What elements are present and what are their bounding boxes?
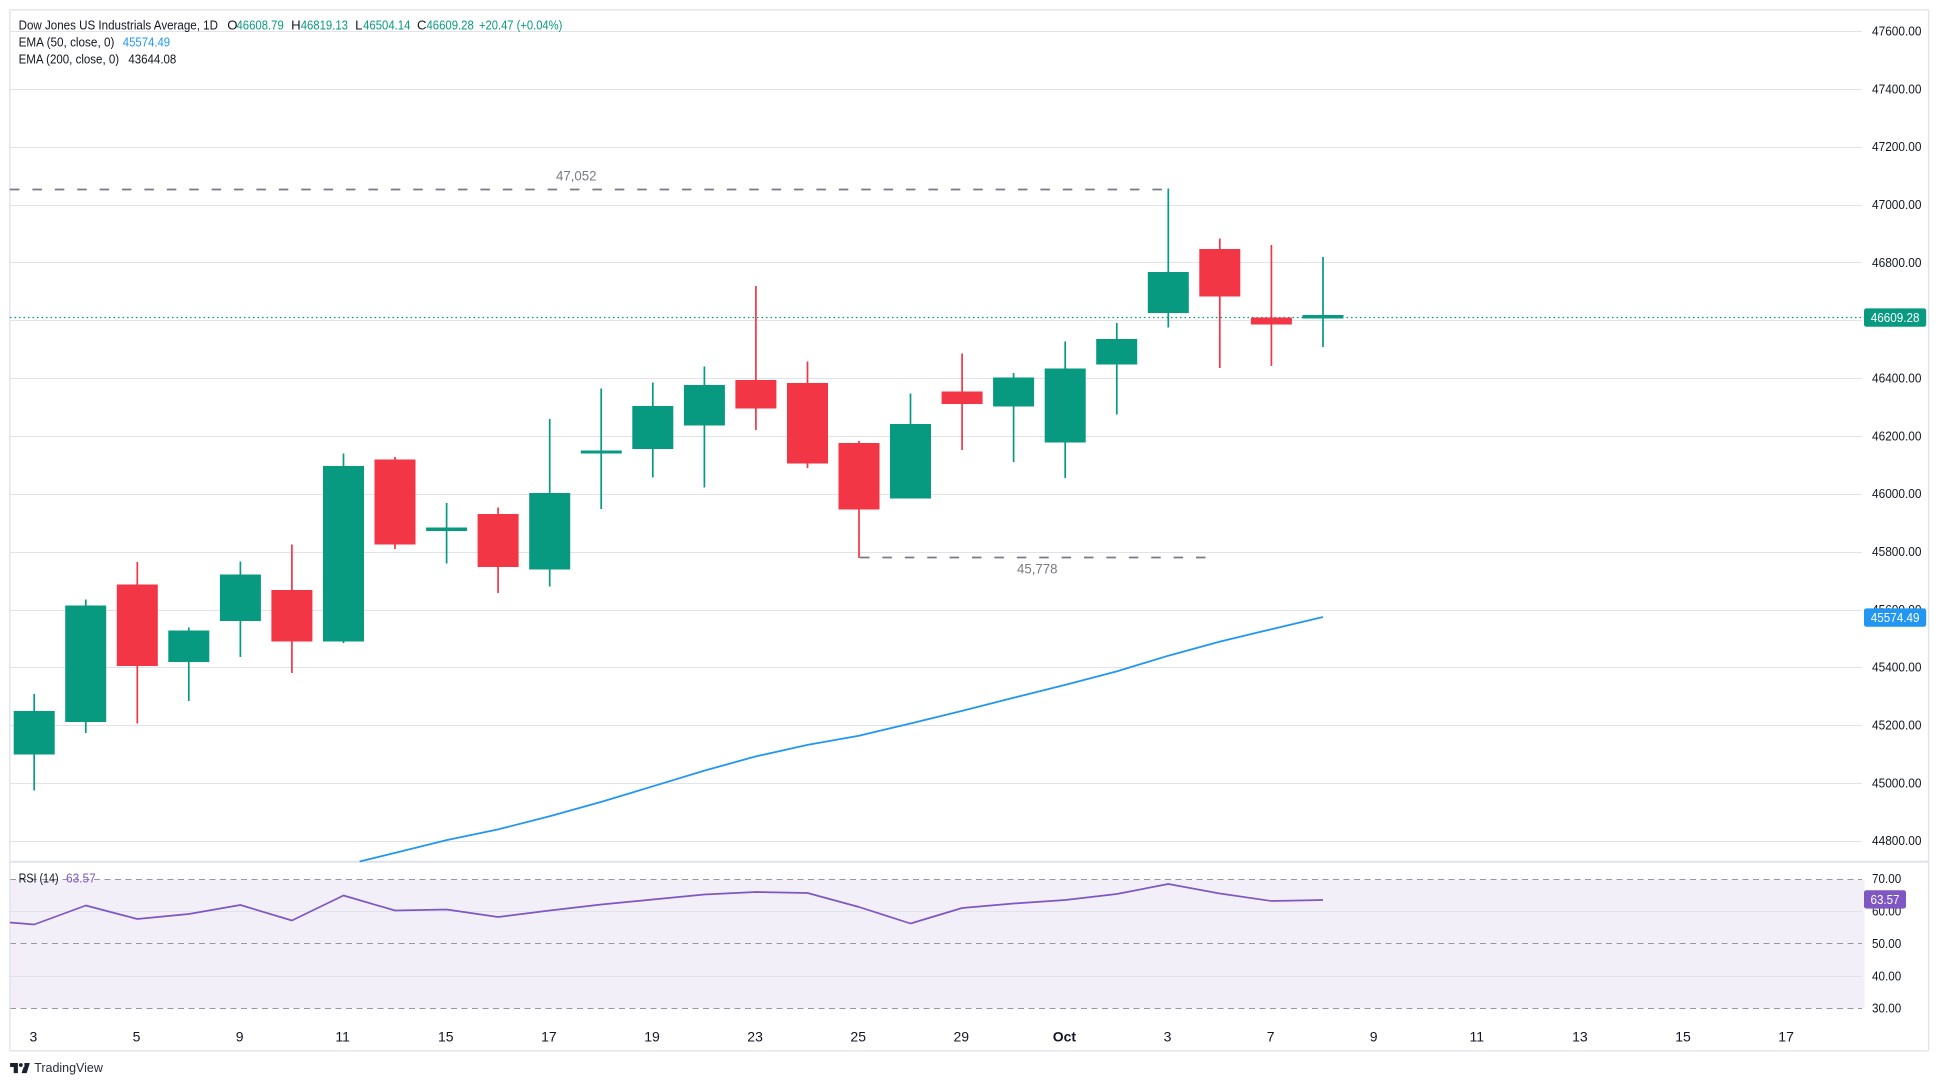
svg-text:TradingView: TradingView: [34, 1061, 104, 1075]
svg-text:45200.00: 45200.00: [1872, 718, 1922, 733]
svg-text:H: H: [291, 18, 301, 33]
svg-text:9: 9: [1370, 1029, 1378, 1045]
svg-text:17: 17: [1778, 1029, 1794, 1045]
svg-text:46504.14: 46504.14: [363, 18, 410, 33]
svg-text:19: 19: [644, 1029, 660, 1045]
svg-text:46609.28: 46609.28: [1871, 310, 1920, 325]
svg-text:43644.08: 43644.08: [128, 52, 176, 67]
svg-text:46819.13: 46819.13: [301, 18, 348, 33]
svg-text:47600.00: 47600.00: [1872, 23, 1922, 38]
svg-text:11: 11: [1470, 1029, 1485, 1045]
svg-text:47,052: 47,052: [556, 168, 597, 184]
svg-text:45,778: 45,778: [1017, 561, 1058, 577]
svg-text:13: 13: [1572, 1029, 1588, 1045]
svg-text:17: 17: [541, 1029, 557, 1045]
svg-text:45574.49: 45574.49: [1871, 610, 1920, 625]
svg-text:47400.00: 47400.00: [1872, 81, 1922, 96]
svg-text:EMA (200, close, 0): EMA (200, close, 0): [19, 52, 120, 67]
svg-text:3: 3: [30, 1029, 38, 1045]
svg-text:63.57: 63.57: [66, 871, 96, 886]
svg-text:30.00: 30.00: [1872, 1001, 1901, 1016]
svg-text:46800.00: 46800.00: [1872, 255, 1922, 270]
svg-text:EMA (50, close, 0): EMA (50, close, 0): [19, 35, 115, 50]
svg-text:7: 7: [1267, 1029, 1275, 1045]
svg-text:46608.79: 46608.79: [237, 18, 284, 33]
svg-text:+20.47 (+0.04%): +20.47 (+0.04%): [479, 18, 562, 33]
svg-text:45574.49: 45574.49: [123, 35, 170, 50]
svg-text:63.57: 63.57: [1871, 892, 1900, 907]
svg-text:3: 3: [1164, 1029, 1172, 1045]
svg-text:40.00: 40.00: [1872, 968, 1901, 983]
svg-text:O: O: [227, 18, 237, 33]
svg-text:23: 23: [747, 1029, 763, 1045]
svg-text:9: 9: [236, 1029, 244, 1045]
svg-text:50.00: 50.00: [1872, 936, 1901, 951]
svg-text:15: 15: [438, 1029, 454, 1045]
svg-text:25: 25: [850, 1029, 866, 1045]
svg-text:46200.00: 46200.00: [1872, 428, 1922, 443]
svg-text:C: C: [417, 18, 427, 33]
svg-text:29: 29: [954, 1029, 970, 1045]
svg-text:11: 11: [335, 1029, 350, 1045]
svg-text:RSI (14): RSI (14): [19, 871, 59, 886]
svg-text:15: 15: [1675, 1029, 1691, 1045]
svg-text:46400.00: 46400.00: [1872, 371, 1922, 386]
svg-text:45400.00: 45400.00: [1872, 660, 1922, 675]
svg-text:45800.00: 45800.00: [1872, 544, 1922, 559]
svg-text:L: L: [355, 18, 362, 33]
svg-text:70.00: 70.00: [1872, 871, 1901, 886]
svg-text:47200.00: 47200.00: [1872, 139, 1922, 154]
svg-text:44800.00: 44800.00: [1872, 833, 1922, 848]
svg-text:46609.28: 46609.28: [427, 18, 474, 33]
svg-text:45000.00: 45000.00: [1872, 775, 1922, 790]
svg-text:5: 5: [133, 1029, 141, 1045]
svg-text:Dow Jones US Industrials Avera: Dow Jones US Industrials Average, 1D: [19, 18, 218, 33]
svg-text:46000.00: 46000.00: [1872, 486, 1922, 501]
svg-text:Oct: Oct: [1053, 1029, 1077, 1045]
svg-text:47000.00: 47000.00: [1872, 197, 1922, 212]
